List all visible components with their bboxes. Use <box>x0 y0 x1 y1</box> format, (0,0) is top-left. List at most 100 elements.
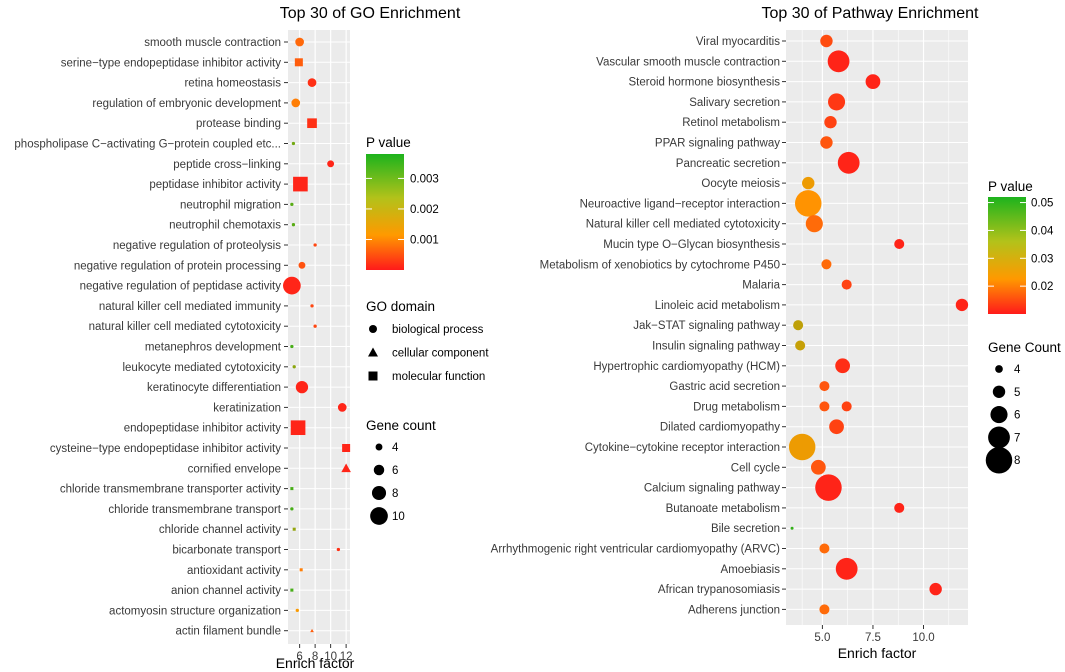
pathway-category-label: Vascular smooth muscle contraction <box>596 56 780 68</box>
legend-triangle-marker <box>368 347 378 357</box>
pathway-point <box>819 401 830 412</box>
pathway-category-label: Viral myocarditis <box>696 36 780 48</box>
pathway-size-legend-label: 5 <box>1014 387 1020 399</box>
pathway-size-legend-marker <box>988 426 1010 449</box>
pathway-x-axis-title: Enrich factor <box>838 645 917 661</box>
go-category-label: neutrophil migration <box>180 199 281 211</box>
pathway-category-label: Cell cycle <box>731 462 780 474</box>
pathway-x-tick-label: 5.0 <box>814 632 830 644</box>
pathway-point <box>841 279 852 290</box>
go-point <box>291 223 296 227</box>
pathway-category-label: Malaria <box>742 280 780 292</box>
pathway-point <box>815 474 842 501</box>
go-domain-legend-label: cellular component <box>392 348 489 360</box>
go-category-label: negative regulation of proteolysis <box>113 240 281 252</box>
pathway-point <box>819 604 830 615</box>
go-domain-legend: biological process cellular component mole… <box>368 324 489 383</box>
pathway-plot-background <box>786 30 968 625</box>
go-point <box>292 527 296 531</box>
go-category-label: cysteine−type endopeptidase inhibitor ac… <box>50 443 281 455</box>
pathway-point <box>955 298 969 312</box>
pathway-colorbar-tick-label: 0.03 <box>1031 253 1053 265</box>
go-category-label: anion channel activity <box>171 585 281 597</box>
go-point <box>290 344 294 349</box>
go-category-label: chloride transmembrane transport <box>108 504 281 516</box>
pathway-point <box>802 176 815 190</box>
pathway-point <box>835 557 858 580</box>
pathway-category-label: Natural killer cell mediated cytotoxicit… <box>586 219 781 231</box>
pathway-category-label: Arrhythmogenic right ventricular cardiom… <box>491 544 780 556</box>
go-colorbar <box>366 154 404 270</box>
go-category-label: chloride channel activity <box>159 524 281 536</box>
pathway-colorbar <box>988 197 1026 314</box>
go-category-label: bicarbonate transport <box>172 545 281 557</box>
pathway-point <box>819 543 830 554</box>
pathway-category-label: Linoleic acid metabolism <box>655 300 780 312</box>
go-category-label: peptide cross−linking <box>173 159 281 171</box>
go-point <box>298 261 306 269</box>
pathway-category-label: Drug metabolism <box>693 401 780 413</box>
go-category-label: peptidase inhibitor activity <box>149 179 281 191</box>
pathway-category-label: Butanoate metabolism <box>666 503 780 515</box>
go-point <box>295 380 309 394</box>
go-point <box>292 365 296 369</box>
pathway-size-legend-label: 6 <box>1014 410 1020 422</box>
pathway-size-legend-marker <box>990 406 1008 424</box>
pathway-size-legend-marker <box>985 446 1013 474</box>
go-point <box>290 507 294 511</box>
go-category-label: actomyosin structure organization <box>109 605 281 617</box>
go-size-legend: 4 6 8 10 <box>370 442 405 525</box>
pathway-point <box>794 190 822 217</box>
pathway-enrichment-panel: Top 30 of Pathway Enrichment Viral myoca… <box>491 5 1061 661</box>
pathway-category-label: Amoebiasis <box>721 564 781 576</box>
go-size-legend-marker <box>375 443 383 451</box>
go-category-label: keratinization <box>213 402 281 414</box>
pathway-category-label: Neuroactive ligand−receptor interaction <box>580 198 780 210</box>
pathway-category-label: Bile secretion <box>711 523 780 535</box>
pathway-point <box>824 116 837 129</box>
pathway-x-axis: 5.0 7.5 10.0 <box>814 625 935 644</box>
go-point <box>295 37 304 47</box>
go-points <box>283 37 351 633</box>
pathway-point <box>810 459 826 475</box>
go-category-label: natural killer cell mediated cytotoxicit… <box>89 321 282 333</box>
pathway-category-label: Dilated cardiomyopathy <box>660 422 780 434</box>
pathway-point <box>820 34 833 48</box>
go-point <box>299 568 303 572</box>
pathway-size-legend-marker <box>992 385 1006 398</box>
pathway-category-label: Oocyte meiosis <box>701 178 780 190</box>
go-category-label: actin filament bundle <box>176 626 281 638</box>
pathway-size-legend-label: 8 <box>1014 455 1020 467</box>
go-point <box>310 304 314 308</box>
go-size-legend-label: 6 <box>392 465 398 477</box>
pathway-colorbar-tick-label: 0.02 <box>1031 281 1053 293</box>
go-x-tick-label: 12 <box>340 651 353 663</box>
go-colorbar-tick-label: 0.003 <box>410 173 439 185</box>
pathway-colorbar-tick-label: 0.05 <box>1031 198 1053 210</box>
go-point <box>290 588 294 592</box>
go-point <box>295 608 299 613</box>
go-category-labels: smooth muscle contraction serine−type end… <box>14 37 288 638</box>
go-colorbar-title: P value <box>366 135 411 150</box>
go-domain-legend-label: molecular function <box>392 371 485 383</box>
go-category-label: protease binding <box>196 118 281 130</box>
go-point <box>313 324 317 328</box>
pathway-point <box>841 401 852 412</box>
go-x-axis-title: Enrich factor <box>276 655 355 671</box>
pathway-size-legend: 4 5 6 7 8 <box>985 364 1021 474</box>
pathway-size-legend-title: Gene Count <box>988 340 1061 355</box>
go-category-label: endopeptidase inhibitor activity <box>124 423 282 435</box>
pathway-category-label: Adherens junction <box>688 604 780 616</box>
pathway-category-label: African trypanosomiasis <box>658 584 780 596</box>
go-chart-title: Top 30 of GO Enrichment <box>280 5 461 22</box>
go-size-legend-label: 8 <box>392 488 398 500</box>
go-enrichment-panel: Top 30 of GO Enrichment smooth muscle co… <box>14 5 489 671</box>
pathway-chart-title: Top 30 of Pathway Enrichment <box>761 5 979 22</box>
pathway-category-label: Retinol metabolism <box>682 117 780 129</box>
pathway-x-tick-label: 7.5 <box>865 632 881 644</box>
go-x-tick-label: 10 <box>324 651 337 663</box>
pathway-point <box>790 526 794 530</box>
go-category-label: phospholipase C−activating G−protein cou… <box>14 139 281 151</box>
pathway-point <box>828 93 846 111</box>
go-category-label: leukocyte mediated cytotoxicity <box>122 362 281 374</box>
